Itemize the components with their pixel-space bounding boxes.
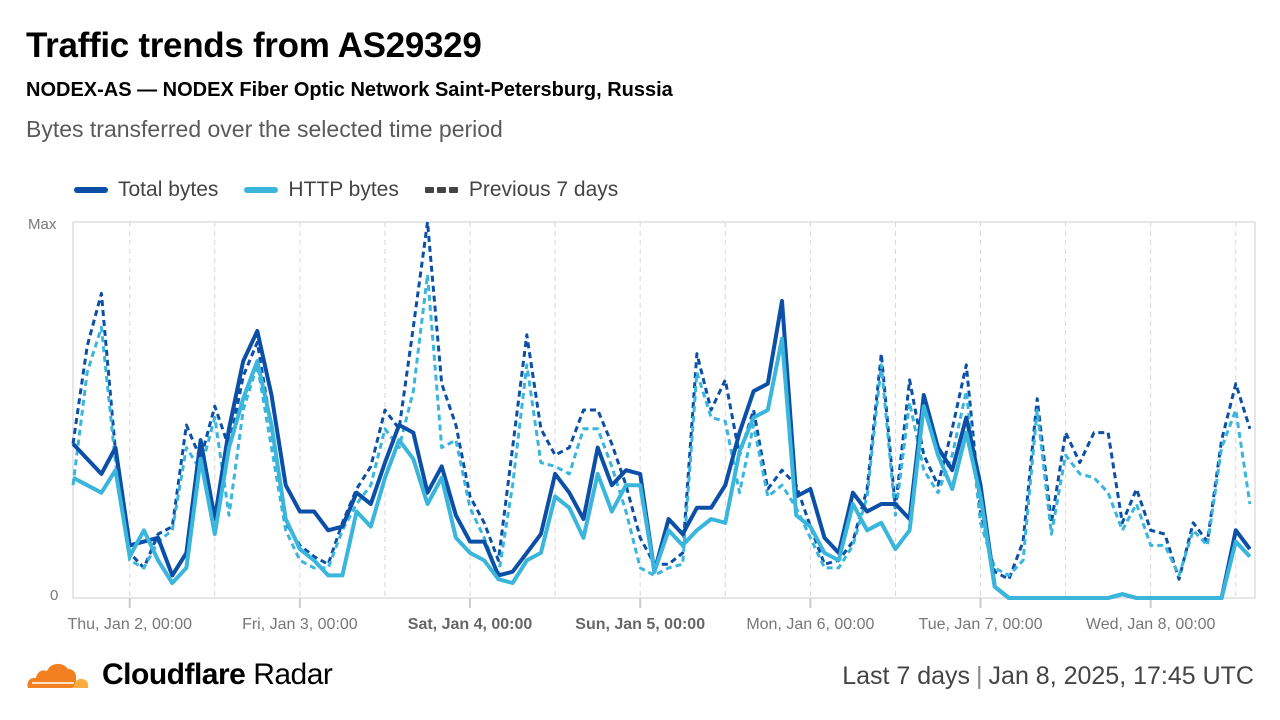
legend-item-total-bytes[interactable]: Total bytes <box>74 178 218 202</box>
series-line-previous-7-days-total-bytes- <box>71 220 1252 581</box>
http-bytes-line-icon <box>244 187 279 193</box>
series-line-http-bytes <box>72 336 1252 600</box>
chart-description: Bytes transferred over the selected time… <box>26 116 503 142</box>
legend-label: Previous 7 days <box>468 178 619 201</box>
period-label: Last 7 days <box>842 662 971 690</box>
brand-product: Radar <box>253 658 333 691</box>
legend-item-previous-7-days[interactable]: Previous 7 days <box>424 178 619 202</box>
dashed-line-icon <box>424 187 459 193</box>
cloudflare-radar-logo: Cloudflare Radar <box>24 658 333 692</box>
x-tick-label: Sat, Jan 4, 00:00 <box>407 616 533 633</box>
x-tick-label: Mon, Jan 6, 00:00 <box>746 616 875 633</box>
chart-legend: Total bytes HTTP bytes Previous 7 days <box>74 178 618 202</box>
cloudflare-cloud-icon <box>27 663 89 688</box>
page-subtitle: NODEX-AS — NODEX Fiber Optic Network Sai… <box>26 79 673 101</box>
x-tick-label: Fri, Jan 3, 00:00 <box>242 616 358 633</box>
brand-name: Cloudflare <box>102 658 246 691</box>
x-tick-label: Thu, Jan 2, 00:00 <box>67 616 192 633</box>
legend-label: HTTP bytes <box>288 178 399 201</box>
x-tick-label: Wed, Jan 8, 00:00 <box>1085 616 1216 633</box>
y-tick-zero: 0 <box>50 587 59 604</box>
x-tick-label: Sun, Jan 5, 00:00 <box>575 616 706 633</box>
time-period-info: Last 7 days | Jan 8, 2025, 17:45 UTC <box>842 662 1254 691</box>
total-bytes-line-icon <box>74 187 108 193</box>
separator: | <box>976 662 983 690</box>
x-tick-label: Tue, Jan 7, 00:00 <box>918 616 1043 633</box>
page-title: Traffic trends from AS29329 <box>26 26 482 65</box>
y-tick-max: Max <box>28 216 57 233</box>
timestamp: Jan 8, 2025, 17:45 UTC <box>988 662 1254 690</box>
plot-frame <box>72 221 1256 599</box>
legend-item-http-bytes[interactable]: HTTP bytes <box>244 178 399 202</box>
series-line-previous-7-days-http-bytes- <box>71 273 1252 577</box>
legend-label: Total bytes <box>118 178 219 201</box>
